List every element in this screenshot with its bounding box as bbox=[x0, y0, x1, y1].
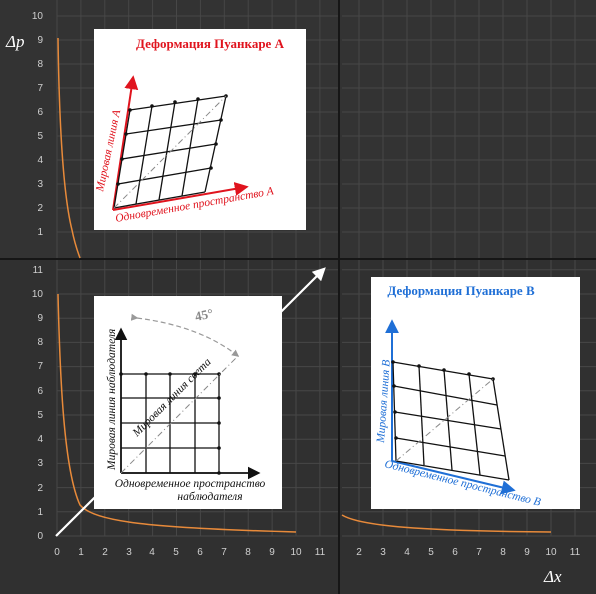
card-observer: 45° Мировая линия света Мировая линия на… bbox=[94, 296, 282, 509]
y-tick: 4 bbox=[37, 434, 43, 445]
y-tick: 2 bbox=[37, 483, 43, 494]
y-tick: 1 bbox=[37, 507, 43, 518]
panel-top-right bbox=[340, 0, 596, 258]
y-tick: 9 bbox=[37, 35, 43, 46]
y-tick: 10 bbox=[32, 289, 44, 300]
observer-space-label-line2: наблюдателя bbox=[177, 491, 242, 503]
curve-top-left bbox=[57, 37, 81, 259]
x-tick: 9 bbox=[269, 547, 275, 558]
x-tick: 10 bbox=[290, 547, 302, 558]
card-b-title: Деформация Пуанкаре В bbox=[387, 283, 535, 298]
y-tick: 0 bbox=[37, 531, 43, 542]
y-tick: 3 bbox=[37, 458, 43, 469]
curve-bottom-right bbox=[341, 514, 552, 533]
curve-bottom-left bbox=[57, 293, 297, 533]
observer-space-label-line1: Одновременное пространство bbox=[115, 478, 266, 490]
card-a-space-axis bbox=[112, 182, 249, 211]
x-tick: 5 bbox=[173, 547, 179, 558]
x-tick: 4 bbox=[149, 547, 155, 558]
y-tick-labels-top: 1 2 3 4 5 6 7 8 9 10 bbox=[32, 11, 44, 238]
observer-light-line bbox=[120, 353, 241, 474]
x-tick: 2 bbox=[102, 547, 108, 558]
card-b-light-line bbox=[395, 378, 494, 462]
y-tick: 5 bbox=[37, 131, 43, 142]
y-tick: 7 bbox=[37, 83, 43, 94]
card-a-worldline-axis bbox=[112, 75, 139, 211]
card-a-title: Деформация Пуанкаре А bbox=[136, 36, 285, 51]
y-tick: 2 bbox=[37, 203, 43, 214]
x-tick: 5 bbox=[428, 547, 434, 558]
x-tick: 7 bbox=[221, 547, 227, 558]
card-poincare-b: Деформация Пуанкаре В Мировая линия В Од… bbox=[371, 277, 580, 509]
card-a-grid bbox=[113, 95, 227, 209]
x-tick: 8 bbox=[500, 547, 506, 558]
y-tick: 5 bbox=[37, 410, 43, 421]
x-tick: 11 bbox=[570, 547, 581, 558]
y-tick: 8 bbox=[37, 59, 43, 70]
y-tick: 9 bbox=[37, 313, 43, 324]
x-tick: 4 bbox=[404, 547, 410, 558]
y-tick: 10 bbox=[32, 11, 44, 22]
x-tick: 10 bbox=[545, 547, 557, 558]
x-tick: 6 bbox=[197, 547, 203, 558]
y-tick: 6 bbox=[37, 386, 43, 397]
card-b-background bbox=[371, 277, 580, 509]
card-b-worldline-label: Мировая линия В bbox=[375, 359, 393, 444]
card-a-light-line bbox=[113, 95, 227, 209]
angle-label: 45° bbox=[194, 305, 215, 323]
x-axis-title: Δx bbox=[543, 567, 562, 586]
x-tick-labels-left: 0 1 2 3 4 5 6 7 8 9 10 11 bbox=[54, 547, 325, 558]
y-tick: 6 bbox=[37, 107, 43, 118]
card-b-grid bbox=[392, 361, 510, 481]
x-tick-labels-right: 2 3 4 5 6 7 8 9 10 11 bbox=[356, 547, 580, 558]
x-tick: 3 bbox=[126, 547, 132, 558]
y-tick: 1 bbox=[37, 227, 43, 238]
y-tick: 4 bbox=[37, 155, 43, 166]
y-tick: 11 bbox=[33, 265, 44, 276]
x-tick: 6 bbox=[452, 547, 458, 558]
y-tick: 8 bbox=[37, 337, 43, 348]
observer-grid-nodes bbox=[119, 372, 221, 475]
y-axis-title: Δp bbox=[5, 32, 24, 51]
x-tick: 8 bbox=[245, 547, 251, 558]
x-tick: 9 bbox=[524, 547, 530, 558]
card-b-space-axis bbox=[391, 460, 516, 495]
x-tick: 3 bbox=[380, 547, 386, 558]
y-tick: 3 bbox=[37, 179, 43, 190]
y-tick-labels-bottom: 0 1 2 3 4 5 6 7 8 9 10 11 bbox=[32, 265, 44, 542]
x-tick: 7 bbox=[476, 547, 482, 558]
card-b-grid-nodes bbox=[391, 360, 495, 440]
observer-worldline-label: Мировая линия наблюдателя bbox=[106, 329, 118, 471]
card-poincare-a: Деформация Пуанкаре А Мировая линия А Од… bbox=[94, 29, 306, 230]
x-tick: 2 bbox=[356, 547, 362, 558]
x-tick: 11 bbox=[315, 547, 326, 558]
y-tick: 7 bbox=[37, 361, 43, 372]
x-tick: 0 bbox=[54, 547, 60, 558]
card-a-background bbox=[94, 29, 306, 230]
angle-arc bbox=[130, 313, 240, 357]
x-tick: 1 bbox=[78, 547, 84, 558]
